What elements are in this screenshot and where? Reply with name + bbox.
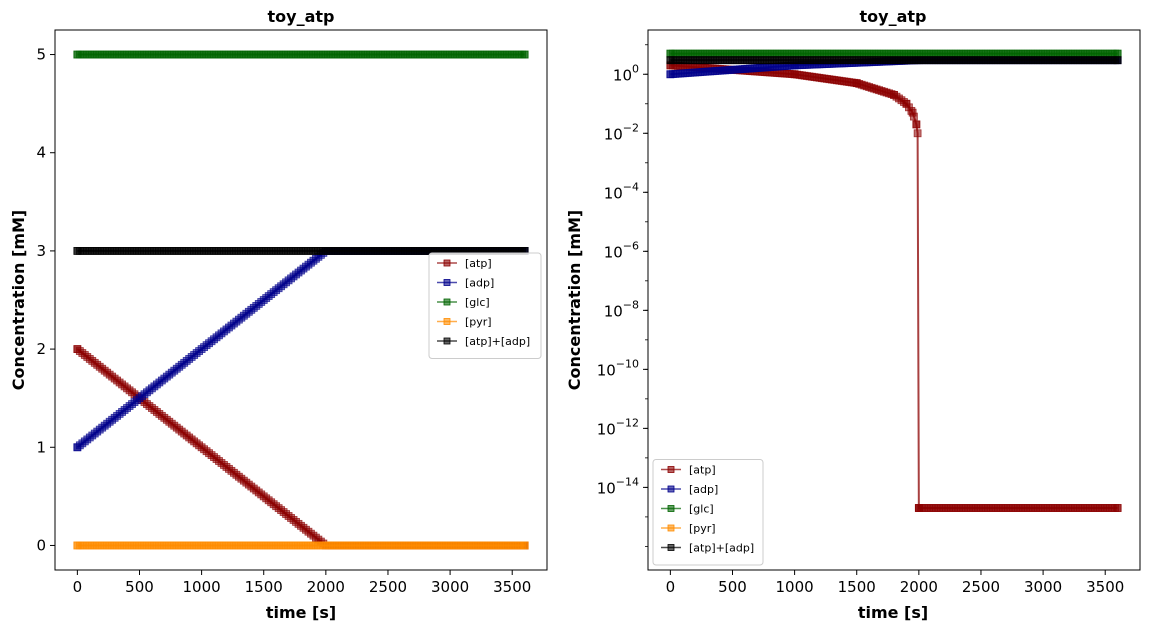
y-axis-ticks: 0 1 2 3 4 5 <box>36 46 55 554</box>
y-tick-label: 10−2 <box>604 121 639 143</box>
x-tick-label: 3500 <box>493 578 531 596</box>
legend-label: [atp] <box>689 464 716 477</box>
legend-entry: [pyr] <box>437 316 492 329</box>
y-tick-label: 4 <box>36 144 46 162</box>
series-atp <box>73 345 529 550</box>
legend-label: [pyr] <box>689 522 716 535</box>
legend-entry: [adp] <box>661 483 718 496</box>
x-tick-label: 0 <box>73 578 83 596</box>
y-axis-label: Concentration [mM] <box>565 210 584 391</box>
legend-entry: [glc] <box>661 503 714 516</box>
x-axis-label: time [s] <box>266 603 336 622</box>
series-atp <box>666 61 1122 512</box>
x-axis-ticks: 0 500 1000 1500 2000 2500 3000 3500 <box>73 570 531 596</box>
x-tick-label: 2500 <box>962 578 1000 596</box>
series-glc <box>73 50 529 59</box>
series-pyr <box>73 541 529 550</box>
series-glc <box>666 49 1122 58</box>
data-point <box>520 541 529 550</box>
y-tick-label: 10−8 <box>604 298 639 320</box>
x-tick-label: 3500 <box>1086 578 1124 596</box>
legend-entry: [atp] <box>661 464 716 477</box>
legend-entry: [atp]+[adp] <box>437 335 530 348</box>
x-tick-label: 2000 <box>307 578 345 596</box>
axes-frame <box>647 29 1141 571</box>
series-line <box>670 64 1118 509</box>
chart-title: toy_atp <box>268 7 335 26</box>
legend-entry: [pyr] <box>661 522 716 535</box>
legend-label: [pyr] <box>465 316 492 329</box>
data-point <box>520 50 529 59</box>
plot-area <box>666 49 1122 512</box>
data-point <box>913 129 922 138</box>
legend: [atp] [adp] [glc] [pyr] [atp]+[adp] <box>652 459 764 566</box>
data-point <box>1113 49 1122 58</box>
legend-label: [glc] <box>465 296 490 309</box>
legend-label: [adp] <box>689 483 718 496</box>
x-tick-label: 500 <box>718 578 747 596</box>
x-tick-label: 2500 <box>369 578 407 596</box>
legend: [atp] [adp] [glc] [pyr] [atp]+[adp] <box>428 252 542 359</box>
x-tick-label: 3000 <box>1024 578 1062 596</box>
data-point <box>909 112 918 121</box>
chart-title: toy_atp <box>860 7 927 26</box>
y-tick-label: 3 <box>36 242 46 260</box>
x-axis-label: time [s] <box>858 603 928 622</box>
data-point <box>1113 504 1122 512</box>
x-tick-label: 1000 <box>776 578 814 596</box>
y-tick-label: 1 <box>36 438 46 456</box>
legend-entry: [glc] <box>437 296 490 309</box>
series-adp <box>73 247 529 452</box>
y-tick-label: 10−6 <box>604 239 639 261</box>
x-axis-ticks: 0 500 1000 1500 2000 2500 3000 3500 <box>666 570 1124 596</box>
y-tick-label: 10−14 <box>597 475 639 497</box>
legend-entry: [atp] <box>437 257 492 270</box>
legend-label: [adp] <box>465 277 494 290</box>
linear-chart-panel: toy_atp 0 500 1000 1500 2000 2500 3000 3500 0 1 2… <box>9 7 548 622</box>
x-tick-label: 1000 <box>183 578 221 596</box>
legend-label: [atp]+[adp] <box>465 335 530 348</box>
data-point <box>912 120 921 129</box>
x-tick-label: 1500 <box>838 578 876 596</box>
y-tick-label: 0 <box>36 536 46 554</box>
y-axis-ticks: 100 10−2 10−4 10−6 10−8 10−10 10−12 10−14 <box>597 44 648 547</box>
x-tick-label: 500 <box>125 578 154 596</box>
data-point <box>1113 56 1122 65</box>
legend-entry: [adp] <box>437 277 494 290</box>
legend-entry: [atp]+[adp] <box>661 542 754 555</box>
y-tick-label: 10−10 <box>597 357 639 379</box>
x-tick-label: 3000 <box>431 578 469 596</box>
x-tick-label: 1500 <box>245 578 283 596</box>
series-line <box>76 348 525 547</box>
y-tick-label: 10−4 <box>604 180 639 202</box>
y-tick-label: 5 <box>36 46 46 64</box>
y-tick-label: 100 <box>613 62 639 84</box>
y-tick-label: 2 <box>36 340 46 358</box>
y-axis-label: Concentration [mM] <box>9 210 28 391</box>
x-tick-label: 2000 <box>900 578 938 596</box>
legend-box <box>652 459 764 566</box>
plot-area <box>73 50 529 550</box>
log-chart-panel: toy_atp 0 500 1000 1500 2000 2500 3000 3500 100… <box>565 7 1141 622</box>
legend-box <box>428 252 542 359</box>
legend-label: [glc] <box>689 503 714 516</box>
series-atp+adp <box>666 56 1122 65</box>
x-tick-label: 0 <box>666 578 676 596</box>
legend-label: [atp] <box>465 257 492 270</box>
axes-frame <box>54 29 548 571</box>
series-atp+adp <box>73 247 529 255</box>
legend-label: [atp]+[adp] <box>689 542 754 555</box>
y-tick-label: 10−12 <box>597 416 639 438</box>
